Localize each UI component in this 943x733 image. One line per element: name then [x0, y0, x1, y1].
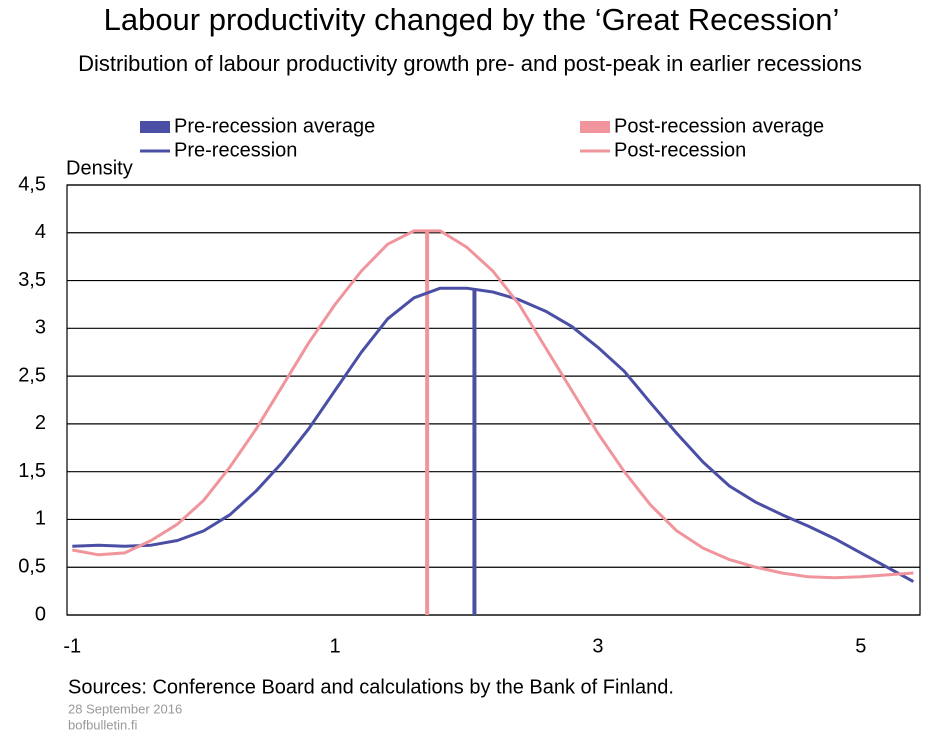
website: bofbulletin.fi	[68, 717, 137, 732]
y-tick-label: 1	[35, 508, 46, 530]
y-tick-label: 1,5	[18, 460, 46, 482]
y-tick-label: 3	[35, 317, 46, 339]
x-tick-label: 1	[330, 635, 341, 657]
legend-label: Post-recession average	[614, 115, 824, 137]
y-tick-label: 3,5	[18, 269, 46, 291]
x-tick-label: -1	[63, 635, 81, 657]
date: 28 September 2016	[68, 701, 182, 716]
x-tick-label: 5	[855, 635, 866, 657]
y-tick-label: 0	[35, 603, 46, 625]
chart-title: Labour productivity changed by the ‘Grea…	[103, 2, 840, 37]
series-line	[72, 286, 915, 583]
legend-label: Pre-recession average	[174, 115, 375, 137]
legend-label: Post-recession	[614, 139, 746, 161]
legend-swatch	[580, 121, 610, 133]
x-tick-label: 3	[592, 635, 603, 657]
y-axis-label: Density	[66, 157, 133, 179]
y-tick-label: 0,5	[18, 556, 46, 578]
plot-border	[66, 184, 921, 616]
chart-subtitle: Distribution of labour productivity grow…	[78, 51, 862, 76]
legend-label: Pre-recession	[174, 139, 297, 161]
y-tick-label: 4	[35, 221, 46, 243]
y-tick-label: 2,5	[18, 364, 46, 386]
legend-swatch	[140, 121, 170, 133]
y-tick-label: 2	[35, 412, 46, 434]
y-tick-label: 4,5	[18, 173, 46, 195]
series-line	[72, 229, 914, 580]
source: Sources: Conference Board and calculatio…	[68, 676, 674, 698]
